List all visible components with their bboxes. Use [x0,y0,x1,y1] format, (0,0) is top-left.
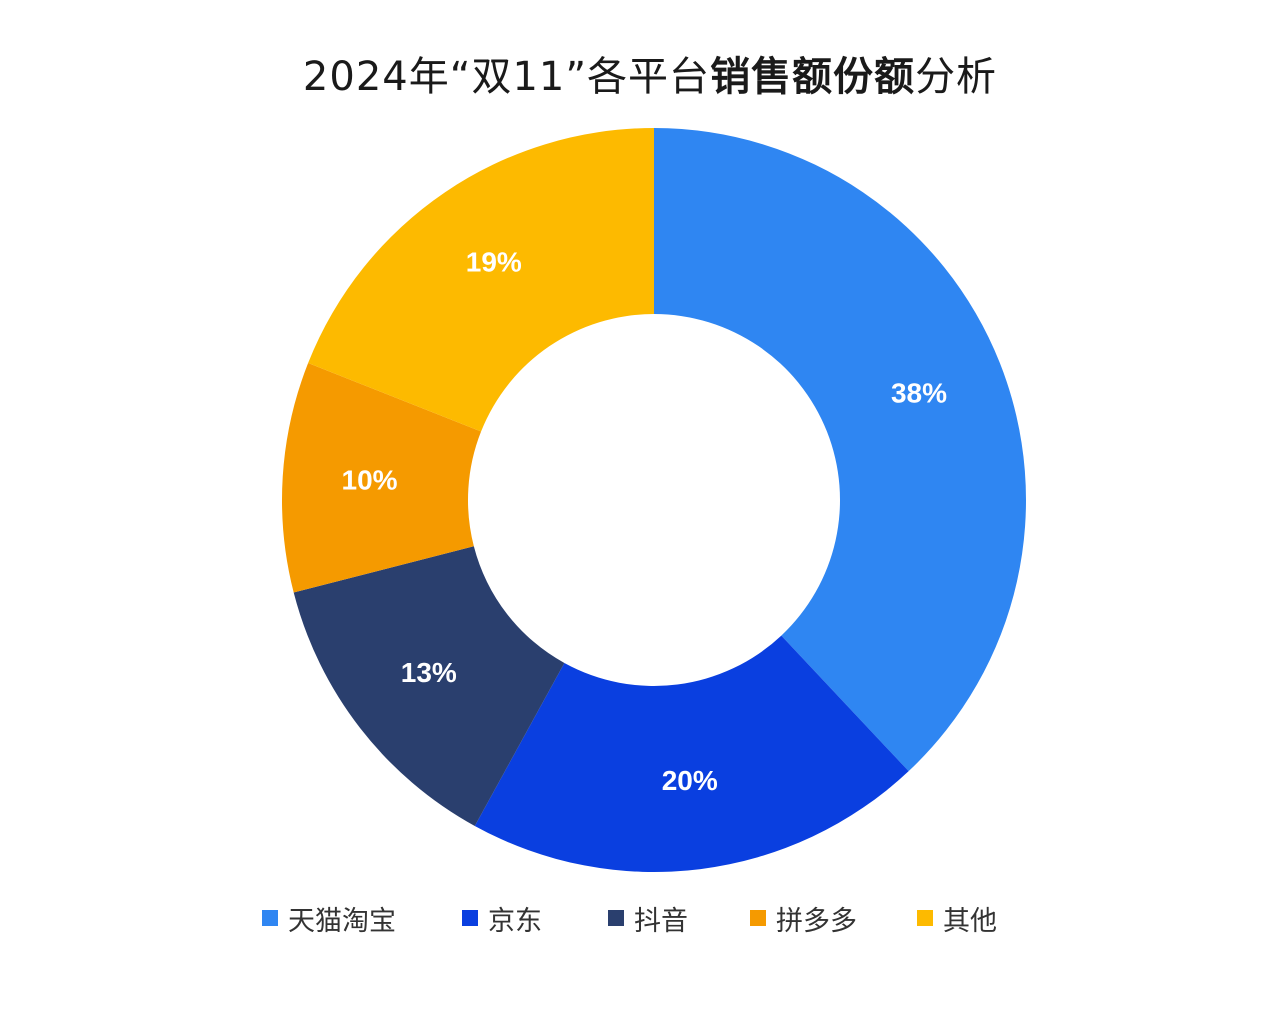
legend-item-1: 天猫淘宝 [262,899,396,938]
legend-label: 京东 [488,905,542,937]
title-suffix: 分析 [915,54,998,100]
chart-title: 2024年“双11”各平台销售额份额分析 [0,44,1280,102]
donut-slice-2 [474,635,909,872]
slice-label-4: 10% [342,464,398,495]
legend-item-5: 其他 [917,899,997,938]
legend-swatch-icon [750,910,766,926]
legend-swatch-icon [262,910,278,926]
legend-label: 天猫淘宝 [288,905,396,937]
legend-label: 其他 [943,905,997,937]
donut-slice-3 [293,546,565,826]
legend-label: 拼多多 [776,905,857,937]
slice-label-3: 13% [401,657,457,688]
legend-swatch-icon [462,910,478,926]
legend: 天猫淘宝 京东 抖音 拼多多 其他 [262,898,1067,938]
legend-swatch-icon [917,910,933,926]
legend-item-4: 拼多多 [750,899,857,938]
legend-label: 抖音 [634,905,688,937]
donut-slice-1 [654,128,1026,772]
slice-label-1: 38% [891,377,947,408]
legend-item-2: 京东 [462,899,542,938]
donut-slices [282,127,1026,872]
title-emphasis: 销售额份额 [710,54,916,100]
slice-label-2: 20% [662,765,718,796]
slice-label-5: 19% [466,247,522,278]
legend-item-3: 抖音 [608,899,688,938]
legend-swatch-icon [608,910,624,926]
donut-slice-5 [308,127,654,432]
donut-slice-4 [282,363,482,593]
donut-slice-labels: 38% 20% 13% 10% 19% [342,247,948,796]
title-prefix: 2024年“双11”各平台 [302,54,711,100]
